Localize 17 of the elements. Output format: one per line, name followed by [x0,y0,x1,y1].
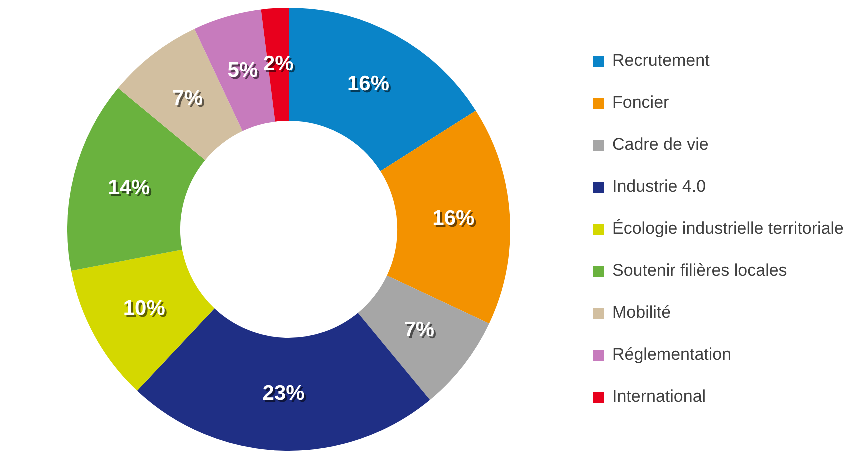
legend-label: Foncier [612,93,670,112]
legend-label: International [612,387,706,406]
data-label: 16% [349,74,392,98]
data-label: 5% [230,60,260,84]
legend-label: Recrutement [612,51,710,70]
data-label: 16% [434,208,478,232]
data-label: 7% [174,88,206,112]
legend-label: Industrie 4.0 [612,177,706,196]
data-label: 10% [125,298,168,322]
legend-label: Réglementation [612,345,732,364]
legend-label: Cadre de vie [612,135,709,154]
data-label: 7% [406,320,437,344]
data-label: 14% [110,178,153,202]
legend-label: Mobilité [612,303,672,322]
legend-label: Soutenir filières locales [612,261,788,280]
legend-label: Écologie industrielle territoriale [612,219,844,238]
data-label: 23% [264,384,308,408]
